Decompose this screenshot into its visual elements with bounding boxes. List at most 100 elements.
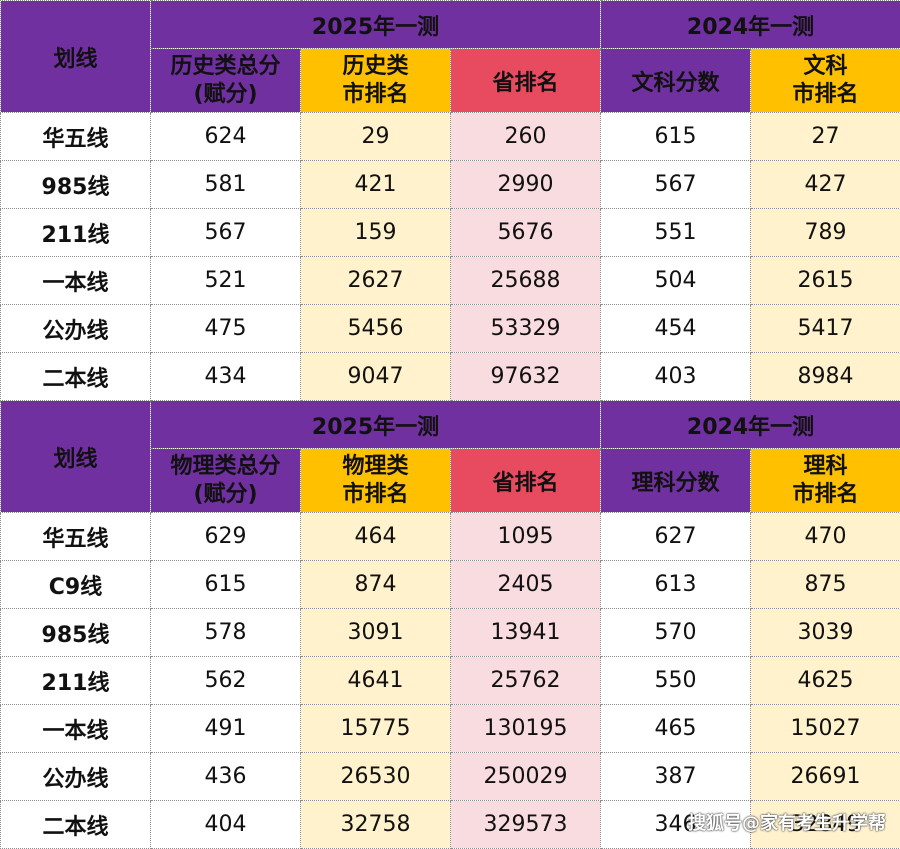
row-label: C9线	[1, 561, 151, 609]
city-rank-2024-cell: 789	[751, 209, 900, 257]
row-label: 公办线	[1, 753, 151, 801]
score-2025-cell: 615	[151, 561, 301, 609]
city-rank-2024-cell: 5417	[751, 305, 900, 353]
province-rank-2025-cell: 53329	[451, 305, 601, 353]
score-2025-cell: 491	[151, 705, 301, 753]
corner-header: 划线	[1, 401, 151, 513]
score-2024-cell: 465	[601, 705, 751, 753]
city-rank-2025-cell: 4641	[301, 657, 451, 705]
score-2024-cell: 403	[601, 353, 751, 401]
city-rank-2025-cell: 2627	[301, 257, 451, 305]
province-rank-2025-cell: 260	[451, 113, 601, 161]
province-rank-2025-cell: 2405	[451, 561, 601, 609]
row-label: 985线	[1, 609, 151, 657]
row-label: 985线	[1, 161, 151, 209]
city-rank-2025-cell: 15775	[301, 705, 451, 753]
score-2025-cell: 629	[151, 513, 301, 561]
score-2025-cell: 404	[151, 801, 301, 849]
score-2025-cell: 434	[151, 353, 301, 401]
score-2024-cell: 504	[601, 257, 751, 305]
province-rank-2025-cell: 13941	[451, 609, 601, 657]
score-2024-cell: 570	[601, 609, 751, 657]
score-2025-cell: 567	[151, 209, 301, 257]
col-header-total-score: 物理类总分(赋分)	[151, 449, 301, 513]
corner-header: 划线	[1, 1, 151, 113]
city-rank-2024-cell: 2615	[751, 257, 900, 305]
score-2025-cell: 581	[151, 161, 301, 209]
col-header-total-score: 历史类总分(赋分)	[151, 49, 301, 113]
city-rank-2025-cell: 421	[301, 161, 451, 209]
city-rank-2024-cell: 4625	[751, 657, 900, 705]
city-rank-2024-cell: 26691	[751, 753, 900, 801]
city-rank-2024-cell: 27	[751, 113, 900, 161]
row-label: 一本线	[1, 705, 151, 753]
score-2025-cell: 521	[151, 257, 301, 305]
col-header-2024-score: 理科分数	[601, 449, 751, 513]
col-header-city-rank: 历史类市排名	[301, 49, 451, 113]
score-2024-cell: 567	[601, 161, 751, 209]
row-label: 211线	[1, 209, 151, 257]
city-rank-2025-cell: 5456	[301, 305, 451, 353]
city-rank-2024-cell: 875	[751, 561, 900, 609]
score-2024-cell: 387	[601, 753, 751, 801]
col-header-2024-city-rank: 理科市排名	[751, 449, 900, 513]
col-header-2024-score: 文科分数	[601, 49, 751, 113]
score-2024-cell: 627	[601, 513, 751, 561]
score-2025-cell: 578	[151, 609, 301, 657]
city-rank-2025-cell: 464	[301, 513, 451, 561]
physics-table-header: 划线 2025年一测 2024年一测 物理类总分(赋分) 物理类市排名 省排名 …	[1, 401, 900, 513]
city-rank-2025-cell: 874	[301, 561, 451, 609]
province-rank-2025-cell: 25688	[451, 257, 601, 305]
score-2024-cell: 550	[601, 657, 751, 705]
city-rank-2024-cell: 427	[751, 161, 900, 209]
province-rank-2025-cell: 25762	[451, 657, 601, 705]
province-rank-2025-cell: 2990	[451, 161, 601, 209]
row-label: 211线	[1, 657, 151, 705]
city-rank-2024-cell: 15027	[751, 705, 900, 753]
row-label: 二本线	[1, 353, 151, 401]
city-rank-2024-cell: 3039	[751, 609, 900, 657]
city-rank-2025-cell: 3091	[301, 609, 451, 657]
row-label: 一本线	[1, 257, 151, 305]
city-rank-2024-cell: 470	[751, 513, 900, 561]
score-2025-cell: 475	[151, 305, 301, 353]
city-rank-2025-cell: 32758	[301, 801, 451, 849]
city-rank-2025-cell: 9047	[301, 353, 451, 401]
row-label: 华五线	[1, 513, 151, 561]
group-header-2024: 2024年一测	[601, 401, 900, 449]
group-header-2025: 2025年一测	[151, 401, 601, 449]
score-2024-cell: 551	[601, 209, 751, 257]
group-header-2025: 2025年一测	[151, 1, 601, 49]
history-table-header: 划线 2025年一测 2024年一测 历史类总分(赋分) 历史类市排名 省排名 …	[1, 1, 900, 113]
score-2024-cell: 615	[601, 113, 751, 161]
city-rank-2025-cell: 159	[301, 209, 451, 257]
city-rank-2025-cell: 26530	[301, 753, 451, 801]
score-2024-cell: 613	[601, 561, 751, 609]
score-2025-cell: 436	[151, 753, 301, 801]
row-label: 华五线	[1, 113, 151, 161]
city-rank-2025-cell: 29	[301, 113, 451, 161]
score-2025-cell: 624	[151, 113, 301, 161]
col-header-2024-city-rank: 文科市排名	[751, 49, 900, 113]
score-2025-cell: 562	[151, 657, 301, 705]
col-header-province-rank: 省排名	[451, 449, 601, 513]
province-rank-2025-cell: 250029	[451, 753, 601, 801]
watermark: 搜狐号@家有考生升学帮	[688, 809, 886, 835]
col-header-province-rank: 省排名	[451, 49, 601, 113]
group-header-2024: 2024年一测	[601, 1, 900, 49]
